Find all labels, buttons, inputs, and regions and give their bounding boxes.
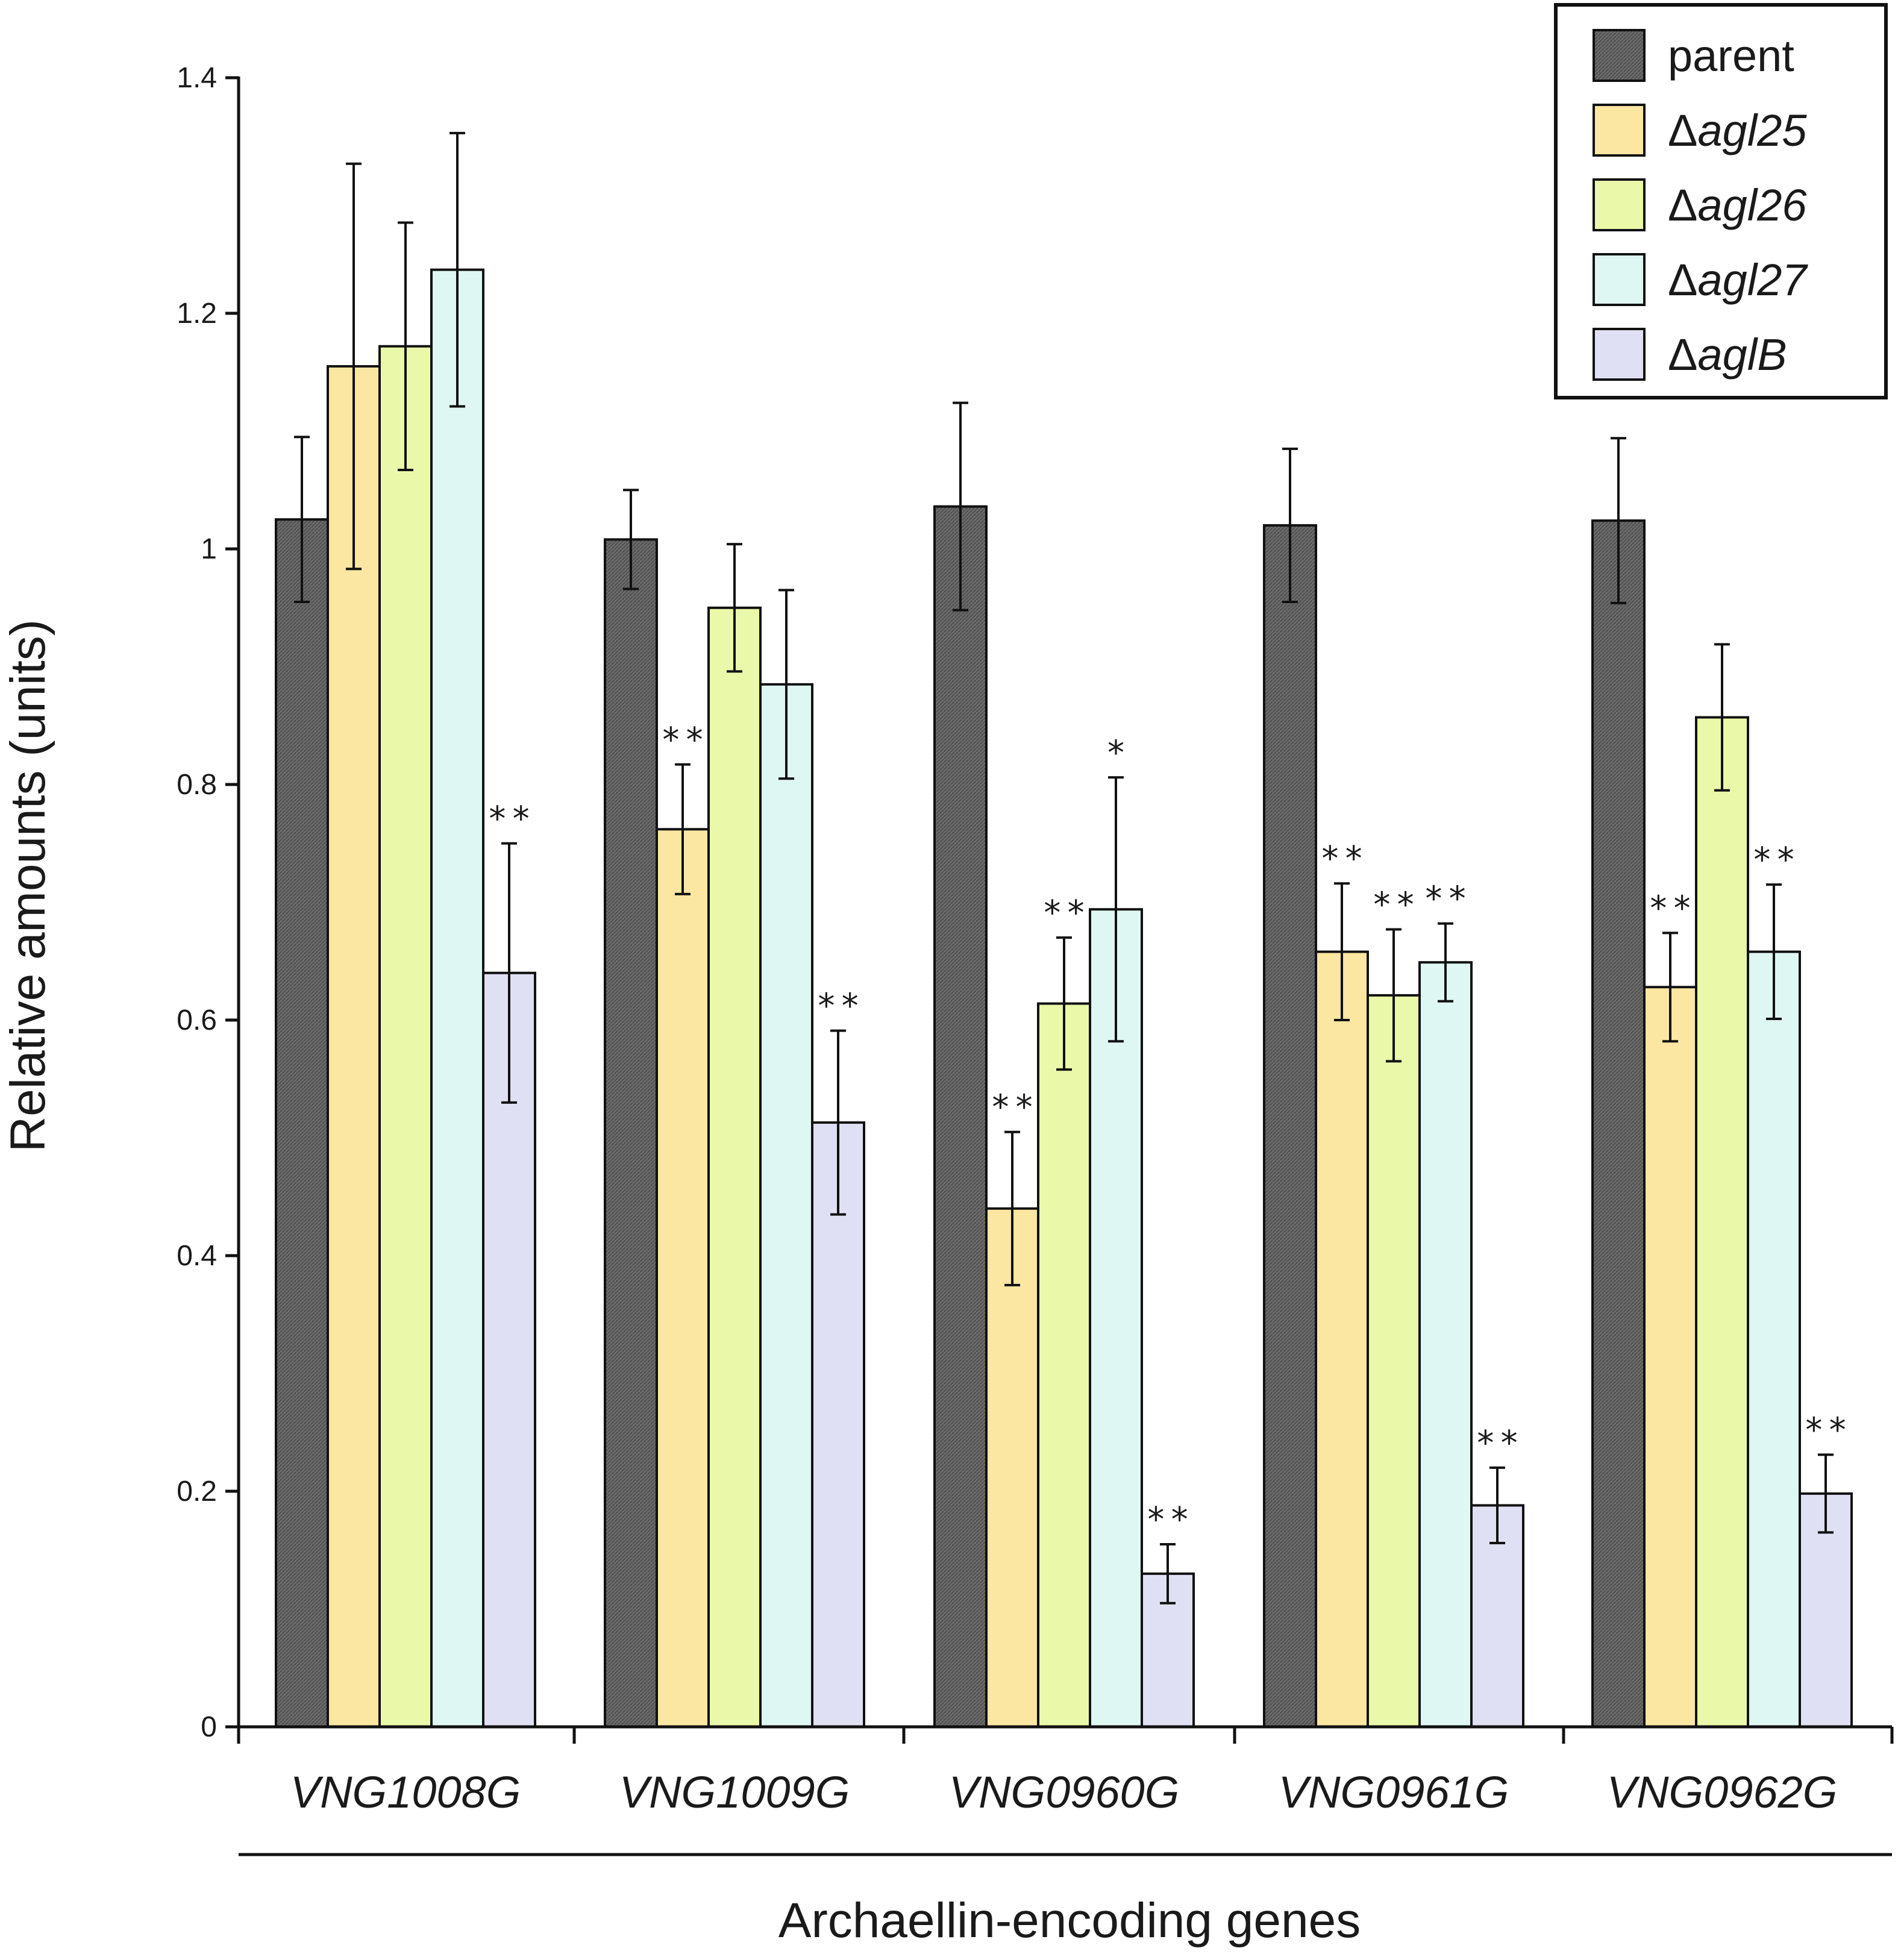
x-tick-label: VNG0962G bbox=[1607, 1767, 1838, 1817]
error-bar bbox=[1386, 928, 1402, 1063]
error-bar bbox=[1438, 922, 1453, 1003]
y-tick-label: 1.4 bbox=[177, 62, 217, 94]
error-bar bbox=[346, 162, 362, 571]
significance-mark: * * bbox=[818, 987, 858, 1026]
error-bar bbox=[1282, 447, 1298, 603]
y-tick-label: 0.8 bbox=[177, 769, 217, 801]
error-bar bbox=[675, 763, 691, 895]
bar-agl26-VNG1009G bbox=[707, 606, 762, 1728]
error-bar bbox=[830, 1029, 846, 1216]
bar-agl26-VNG0961G bbox=[1367, 994, 1421, 1728]
legend-label: Δagl26 bbox=[1668, 180, 1807, 230]
error-bar bbox=[1818, 1453, 1834, 1534]
legend-label: Δagl27 bbox=[1668, 255, 1808, 305]
legend-item: Δagl25 bbox=[1593, 104, 1807, 157]
legend-item: Δagl26 bbox=[1593, 178, 1807, 231]
bar-parent-VNG0960G bbox=[933, 505, 988, 1728]
bar-agl26-VNG1008G bbox=[378, 345, 433, 1728]
legend-item: Δagl27 bbox=[1593, 253, 1808, 306]
bar-agl27-VNG0960G bbox=[1089, 908, 1143, 1728]
significance-mark: * * bbox=[1477, 1424, 1517, 1463]
legend-swatch bbox=[1593, 253, 1646, 306]
error-bar bbox=[623, 489, 639, 590]
error-bar bbox=[1766, 883, 1782, 1021]
significance-mark: * * bbox=[1650, 889, 1690, 928]
x-tick-label: VNG1009G bbox=[619, 1767, 850, 1817]
legend-label: Δagl25 bbox=[1668, 105, 1807, 155]
bar-agl26-VNG0960G bbox=[1037, 1002, 1091, 1728]
y-tick-label: 0 bbox=[201, 1711, 217, 1743]
error-bar bbox=[1056, 936, 1072, 1071]
significance-mark: * * bbox=[1753, 841, 1794, 880]
bar-agl26-VNG0962G bbox=[1695, 716, 1749, 1728]
x-tick-label: VNG0961G bbox=[1279, 1767, 1509, 1817]
legend-label: ΔaglB bbox=[1668, 330, 1787, 380]
bar-parent-VNG1008G bbox=[275, 518, 329, 1728]
significance-mark: * * bbox=[489, 800, 529, 839]
legend-label: parent bbox=[1668, 31, 1794, 81]
y-tick-label: 0.6 bbox=[177, 1004, 217, 1036]
error-bar bbox=[1108, 776, 1124, 1043]
bar-agl25-VNG0962G bbox=[1643, 986, 1697, 1728]
error-bar bbox=[778, 589, 794, 780]
error-bar bbox=[727, 543, 742, 673]
x-tick-label: VNG1008G bbox=[290, 1767, 521, 1817]
error-bar bbox=[1489, 1466, 1505, 1545]
error-bar bbox=[1714, 643, 1730, 792]
error-bar bbox=[1160, 1542, 1176, 1605]
significance-mark: * * bbox=[662, 721, 703, 760]
error-bar bbox=[1611, 437, 1626, 604]
legend: parent Δagl25 Δagl26 Δagl27 ΔaglB bbox=[1554, 3, 1888, 399]
x-tick-label: VNG0960G bbox=[949, 1767, 1180, 1817]
error-bar bbox=[1334, 882, 1350, 1021]
y-tick-label: 1 bbox=[201, 533, 217, 565]
significance-mark: * * bbox=[1147, 1500, 1188, 1539]
labels-layer: * * VNG1008G * * * * VNG1009G * * * * * * * VNG09… bbox=[177, 62, 1846, 1817]
bar-parent-VNG1009G bbox=[604, 538, 658, 1728]
legend-item: ΔaglB bbox=[1593, 328, 1787, 381]
significance-mark: * * bbox=[1321, 839, 1362, 878]
significance-mark: * * bbox=[1373, 885, 1414, 924]
significance-mark: * * bbox=[1044, 894, 1084, 933]
legend-swatch bbox=[1593, 328, 1646, 381]
error-bar bbox=[398, 221, 413, 472]
legend-swatch bbox=[1593, 104, 1646, 157]
legend-swatch bbox=[1593, 29, 1646, 82]
bar-agl27-VNG1009G bbox=[759, 683, 813, 1728]
bar-agl25-VNG1009G bbox=[656, 828, 710, 1728]
significance-mark: * bbox=[1107, 733, 1124, 772]
significance-mark: * * bbox=[1805, 1411, 1846, 1450]
error-bar bbox=[1004, 1130, 1020, 1286]
y-tick-label: 0.4 bbox=[177, 1240, 217, 1272]
legend-swatch bbox=[1593, 178, 1646, 231]
bar-agl27-VNG1008G bbox=[430, 268, 484, 1728]
bar-agl27-VNG0962G bbox=[1747, 950, 1801, 1728]
axes-layer bbox=[225, 76, 1894, 1856]
bars-layer bbox=[275, 131, 1853, 1729]
bar-agl25-VNG0961G bbox=[1315, 950, 1369, 1728]
x-axis-title: Archaellin-encoding genes bbox=[778, 1893, 1361, 1948]
y-tick-label: 0.2 bbox=[177, 1476, 217, 1508]
bar-agl25-VNG1008G bbox=[327, 365, 381, 1728]
significance-mark: * * bbox=[1425, 880, 1465, 919]
bar-agl27-VNG0961G bbox=[1418, 961, 1473, 1728]
bar-parent-VNG0962G bbox=[1591, 519, 1646, 1729]
legend-item: parent bbox=[1593, 29, 1794, 82]
error-bar bbox=[1662, 931, 1678, 1043]
error-bar bbox=[294, 436, 310, 603]
y-tick-label: 1.2 bbox=[177, 298, 217, 330]
error-bar bbox=[449, 131, 465, 408]
error-bar bbox=[953, 401, 968, 612]
error-bar bbox=[501, 842, 517, 1104]
bar-parent-VNG0961G bbox=[1263, 524, 1317, 1728]
significance-mark: * * bbox=[992, 1088, 1032, 1127]
y-axis-title: Relative amounts (units) bbox=[1, 619, 55, 1152]
